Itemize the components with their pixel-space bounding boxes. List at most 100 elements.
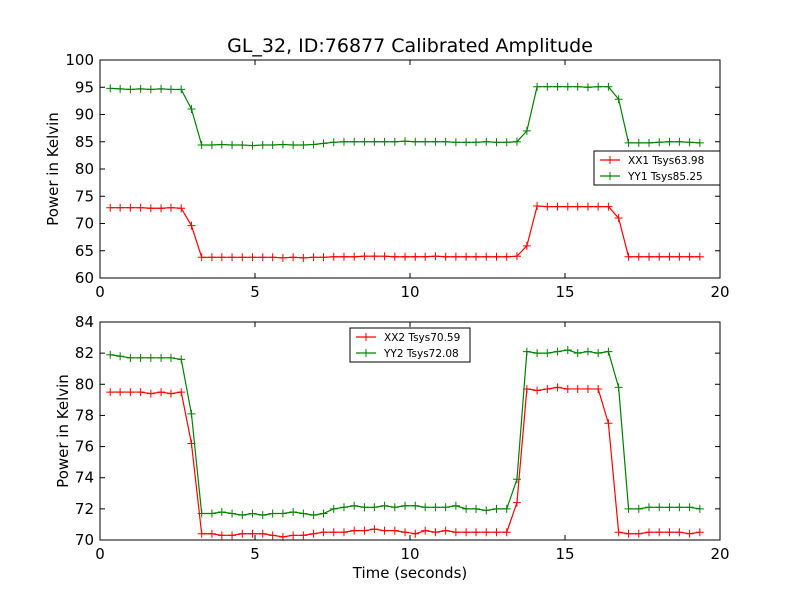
data-point xyxy=(207,141,216,150)
data-point xyxy=(248,529,257,538)
data-point xyxy=(614,383,623,392)
data-point xyxy=(553,202,562,211)
data-point xyxy=(278,253,287,262)
data-point xyxy=(401,252,410,261)
data-point xyxy=(502,252,511,261)
data-point xyxy=(645,138,654,147)
data-point xyxy=(451,501,460,510)
data-point xyxy=(217,140,226,149)
data-point xyxy=(177,85,186,94)
data-point xyxy=(106,203,115,212)
data-point xyxy=(268,141,277,150)
data-point xyxy=(157,84,166,93)
x-axis-label: Time (seconds) xyxy=(352,564,468,582)
data-point xyxy=(624,504,633,513)
data-point xyxy=(401,528,410,537)
y-tick-label: 70 xyxy=(75,531,94,549)
data-point xyxy=(319,253,328,262)
x-tick-label: 15 xyxy=(555,283,574,301)
data-point xyxy=(217,507,226,516)
data-point xyxy=(614,528,623,537)
legend-label: YY1 Tsys85.25 xyxy=(627,171,703,183)
data-point xyxy=(289,253,298,262)
data-point xyxy=(390,503,399,512)
data-point xyxy=(462,504,471,513)
data-point xyxy=(116,352,125,361)
bottom-chart: 0 5 10 15 20 70 72 74 76 78 80 82 84 Power in Kelvin T… xyxy=(54,313,730,582)
data-point xyxy=(228,141,237,150)
data-point xyxy=(675,137,684,146)
y-tick-label: 70 xyxy=(75,215,94,233)
data-point xyxy=(563,202,572,211)
data-point xyxy=(492,138,501,147)
data-point xyxy=(157,204,166,213)
x-tick-label: 10 xyxy=(400,545,419,563)
data-point xyxy=(309,511,318,520)
data-point xyxy=(583,347,592,356)
data-point xyxy=(462,252,471,261)
data-point xyxy=(573,82,582,91)
data-point xyxy=(238,253,247,262)
data-point xyxy=(106,350,115,359)
data-point xyxy=(522,126,531,135)
data-point xyxy=(655,528,664,537)
data-point xyxy=(462,528,471,537)
data-point xyxy=(146,389,155,398)
data-point xyxy=(197,529,206,538)
data-point xyxy=(238,511,247,520)
data-point xyxy=(187,409,196,418)
data-point xyxy=(543,202,552,211)
data-point xyxy=(583,384,592,393)
data-point xyxy=(685,529,694,538)
data-point xyxy=(197,509,206,518)
data-point xyxy=(614,95,623,104)
data-point xyxy=(299,253,308,262)
data-point xyxy=(594,384,603,393)
data-point xyxy=(126,203,135,212)
data-point xyxy=(634,529,643,538)
data-point xyxy=(360,252,369,261)
data-point xyxy=(573,349,582,358)
data-point xyxy=(441,137,450,146)
x-tick-label: 5 xyxy=(250,283,260,301)
data-point xyxy=(207,253,216,262)
data-point xyxy=(116,388,125,397)
data-point xyxy=(187,105,196,114)
data-point xyxy=(472,138,481,147)
data-point xyxy=(563,346,572,355)
data-point xyxy=(258,511,267,520)
data-point xyxy=(421,252,430,261)
data-point xyxy=(441,252,450,261)
y-tick-label: 72 xyxy=(75,500,94,518)
legend-marker xyxy=(606,172,614,180)
y-tick-label: 84 xyxy=(75,313,94,331)
data-point xyxy=(258,529,267,538)
data-point xyxy=(319,139,328,148)
data-point xyxy=(482,506,491,515)
data-point xyxy=(411,529,420,538)
data-point xyxy=(431,528,440,537)
data-point xyxy=(634,252,643,261)
data-point xyxy=(553,347,562,356)
data-point xyxy=(258,141,267,150)
data-point xyxy=(207,529,216,538)
data-point xyxy=(380,252,389,261)
x-tick-label: 20 xyxy=(710,545,729,563)
data-point xyxy=(421,503,430,512)
data-point xyxy=(695,138,704,147)
data-point xyxy=(146,85,155,94)
y-axis-label: Power in Kelvin xyxy=(44,112,62,226)
data-point xyxy=(645,252,654,261)
data-point xyxy=(197,141,206,150)
data-point xyxy=(289,507,298,516)
y-tick-label: 75 xyxy=(75,187,94,205)
data-point xyxy=(675,528,684,537)
data-point xyxy=(380,137,389,146)
x-tick-label: 5 xyxy=(250,545,260,563)
data-point xyxy=(492,528,501,537)
data-point xyxy=(543,82,552,91)
top-chart: 0 5 10 15 20 60 65 70 75 80 85 90 95 100 GL_32, ID:768… xyxy=(44,35,730,301)
data-point xyxy=(655,252,664,261)
data-point xyxy=(329,138,338,147)
